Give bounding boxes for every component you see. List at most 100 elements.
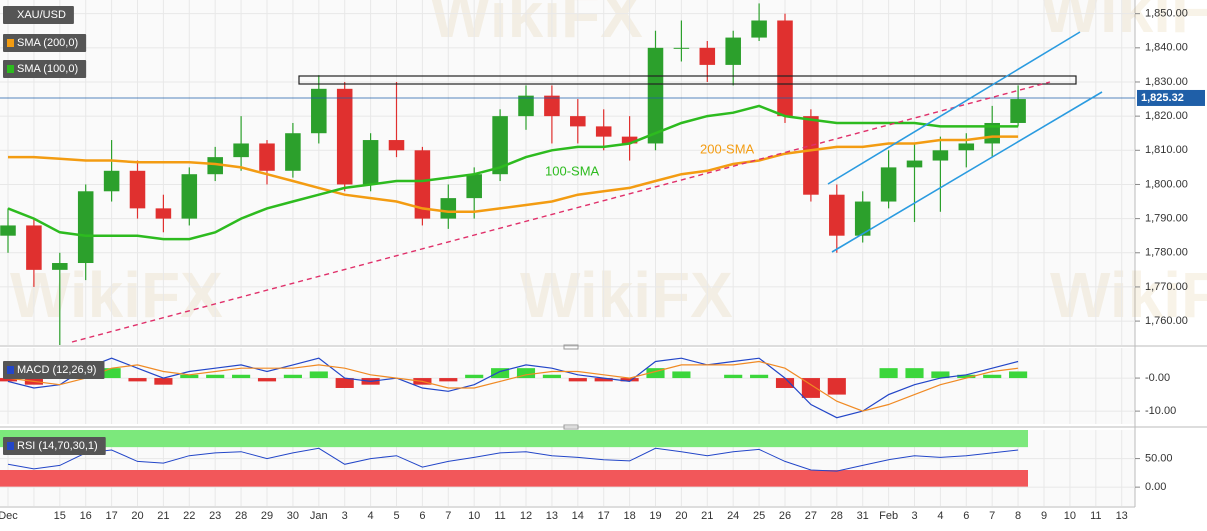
candle-body [336, 88, 353, 185]
support-trendline [71, 81, 1051, 343]
x-tick-label: 25 [753, 510, 765, 522]
macd-panel [0, 348, 1135, 424]
x-tick-label: 18 [623, 510, 635, 522]
macd-histogram-bar [750, 374, 769, 379]
macd-line [7, 360, 1019, 412]
candle-body [181, 174, 198, 219]
candle-body [647, 47, 664, 144]
y-tick-label: 0.00 [1145, 481, 1166, 493]
macd-histogram-bar [180, 374, 199, 379]
x-tick-label: 3 [911, 510, 917, 522]
watermark: WikiFX [1050, 259, 1207, 331]
y-tick-label: 1,760.00 [1145, 315, 1188, 327]
x-tick-label: 11 [1090, 510, 1101, 522]
x-tick-label: 20 [675, 510, 687, 522]
candle-body [129, 170, 146, 209]
legend-box [3, 437, 106, 455]
x-tick-label: 30 [287, 510, 299, 522]
candle-body [440, 198, 457, 219]
macd-histogram-bar [827, 378, 846, 395]
legend-swatch [7, 39, 14, 47]
plot-layer [0, 0, 1135, 506]
macd-histogram-bar [283, 374, 302, 379]
x-tick-label: 7 [445, 510, 451, 522]
resistance-zone [298, 75, 1077, 85]
x-tick-label: 21 [157, 510, 169, 522]
x-tick-label: 3 [342, 510, 348, 522]
legend-box [3, 34, 87, 52]
x-tick-label: 7 [989, 510, 995, 522]
macd-histogram-bar [128, 378, 147, 382]
candle-body [414, 150, 431, 219]
watermark: WikiFX [430, 0, 643, 51]
sma-annotation: 100-SMA [545, 163, 600, 178]
candle-body [906, 160, 923, 168]
candle-body [854, 201, 871, 236]
legend-label: SMA (100,0) [17, 63, 78, 75]
candle-body [207, 157, 223, 175]
legend-swatch [7, 65, 14, 73]
macd-histogram-bar [620, 378, 639, 382]
candle-body [829, 194, 845, 236]
x-tick-label: 28 [831, 510, 843, 522]
candle-body [77, 191, 94, 264]
x-tick-label: 23 [209, 510, 221, 522]
candle-body [233, 143, 249, 158]
candle-body [26, 225, 42, 270]
panel-handle [563, 344, 579, 350]
x-tick-label: 27 [805, 510, 817, 522]
x-tick-label: 6 [419, 510, 425, 522]
macd-histogram-bar [206, 374, 225, 379]
x-tick-label: 5 [393, 510, 399, 522]
macd-histogram-bar [257, 378, 277, 382]
candle-body [621, 136, 638, 144]
macd-histogram-bar [542, 374, 561, 379]
candle-body [0, 225, 16, 236]
x-tick-label: 17 [105, 510, 117, 522]
sma-line [8, 135, 1019, 214]
legend-label: SMA (200,0) [17, 37, 78, 49]
macd-histogram-bar [879, 368, 898, 379]
macd-histogram-bar [491, 368, 510, 379]
candle-body [155, 208, 172, 219]
y-tick-label: 1,790.00 [1145, 213, 1188, 225]
x-tick-label: 24 [727, 510, 739, 522]
y-tick-label: 1,770.00 [1145, 281, 1188, 293]
overbought-band [0, 430, 1028, 448]
watermark-group: WikiFX WikiFX WikiFX WikiFX WikiFX [10, 0, 1207, 331]
candle-body [492, 116, 508, 175]
channel-upper [827, 31, 1081, 185]
macd-histogram-bar [102, 368, 121, 379]
macd-line [7, 357, 1019, 419]
last-price-label: 1,825.32 [1141, 92, 1184, 104]
oversold-band [0, 470, 1028, 488]
macd-histogram-bar [516, 368, 536, 379]
candle-body [388, 140, 405, 151]
x-tick-label: 6 [963, 510, 969, 522]
candle-body [880, 167, 897, 202]
y-tick-label: -10.00 [1145, 405, 1176, 417]
legend-label: RSI (14,70,30,1) [17, 440, 98, 452]
legend-label: XAU/USD [17, 9, 66, 21]
candle-body [311, 88, 327, 134]
x-tick-label: 28 [235, 510, 247, 522]
macd-histogram-bar [0, 378, 18, 382]
macd-histogram-bar [465, 374, 484, 379]
x-tick-label: 19 [649, 510, 661, 522]
x-tick-label: 10 [468, 510, 480, 522]
y-tick-label: -0.00 [1145, 372, 1170, 384]
x-tick-label: 29 [261, 510, 273, 522]
candle-body [803, 116, 819, 195]
macd-histogram-bar [775, 378, 795, 388]
x-tick-label: Dec [0, 510, 18, 522]
macd-histogram-bar [931, 371, 950, 379]
macd-histogram-bar [568, 378, 587, 382]
candle-body [466, 174, 482, 199]
candle-body [544, 95, 560, 117]
macd-histogram-bar [646, 368, 665, 379]
x-tick-label: 26 [779, 510, 791, 522]
x-tick-label: 12 [520, 510, 532, 522]
y-tick-label: 1,780.00 [1145, 247, 1188, 259]
y-tick-label: 1,820.00 [1145, 110, 1188, 122]
